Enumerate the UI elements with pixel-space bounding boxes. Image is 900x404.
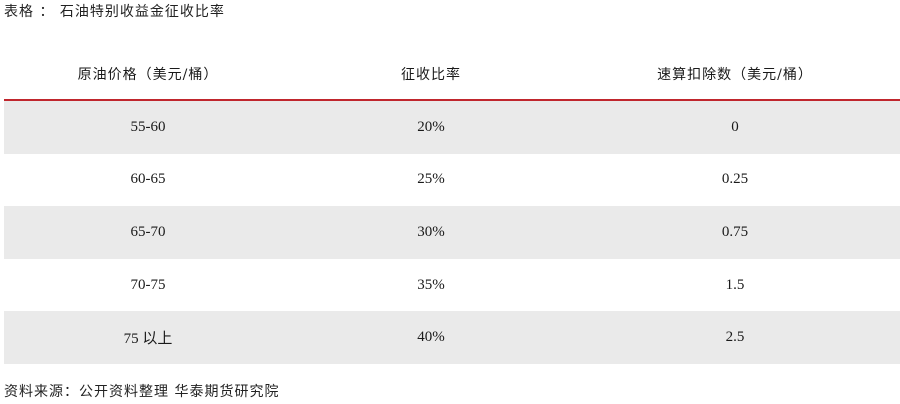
table-caption: 表格 ： 石油特别收益金征收比率 [4,4,225,20]
table-row: 70-75 35% 1.5 [4,259,900,312]
cell-levy-rate: 20% [417,118,445,135]
cell-quick-deduction: 2.5 [725,329,745,346]
levy-rate-table: 原油价格（美元/桶） 征收比率 速算扣除数（美元/桶） 55-60 20% 0 … [4,48,900,364]
cell-levy-rate: 25% [417,171,445,188]
header-levy-rate: 征收比率 [401,66,461,83]
cell-quick-deduction: 0.75 [721,223,749,240]
cell-quick-deduction: 1.5 [725,276,745,293]
cell-crude-price: 55-60 [130,118,166,135]
cell-levy-rate: 35% [417,276,445,293]
table-row: 65-70 30% 0.75 [4,206,900,259]
table-row: 55-60 20% 0 [4,101,900,154]
cell-crude-price: 70-75 [130,276,166,293]
cell-crude-price: 60-65 [130,171,166,188]
cell-levy-rate: 40% [417,329,445,346]
table-row: 75 以上 40% 2.5 [4,311,900,364]
cell-quick-deduction: 0.25 [721,171,749,188]
table-header-row: 原油价格（美元/桶） 征收比率 速算扣除数（美元/桶） [4,48,900,101]
header-crude-price: 原油价格（美元/桶） [77,66,219,83]
header-quick-deduction: 速算扣除数（美元/桶） [657,66,813,83]
cell-quick-deduction: 0 [731,118,739,135]
source-note: 资料来源：公开资料整理 华泰期货研究院 [4,384,280,400]
cell-crude-price: 75 以上 [123,331,173,348]
table-row: 60-65 25% 0.25 [4,154,900,207]
cell-levy-rate: 30% [417,223,445,240]
cell-crude-price: 65-70 [130,223,166,240]
